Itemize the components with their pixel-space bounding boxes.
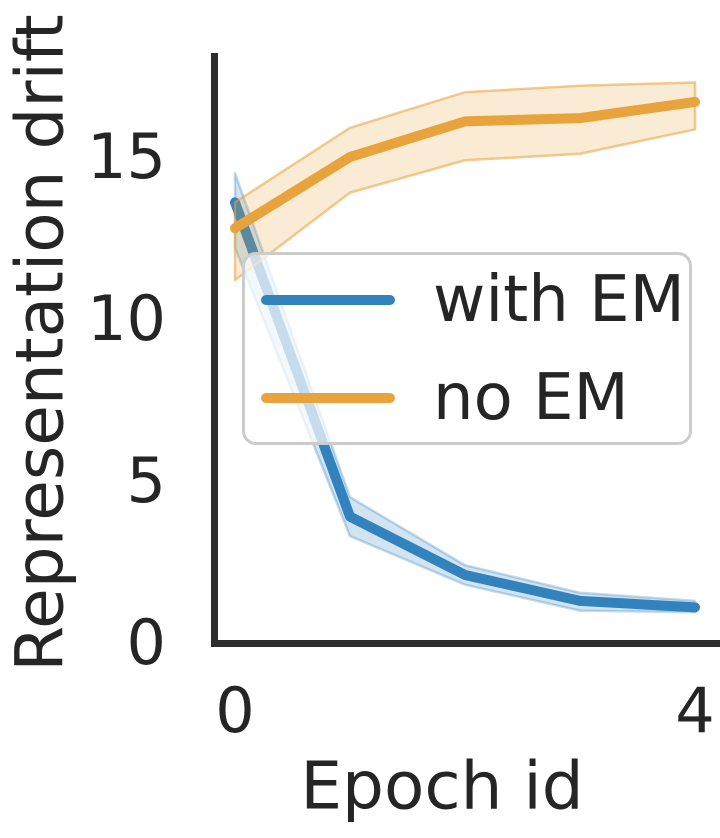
y-tick-label-15: 15 <box>87 120 166 193</box>
legend-line-sample-no-em <box>261 392 395 403</box>
legend-label-no-em: no EM <box>433 360 629 435</box>
legend: with EM no EM <box>242 252 692 445</box>
x-axis-label: Epoch id <box>300 747 584 825</box>
legend-label-with-em: with EM <box>433 262 685 337</box>
confidence-band-no-em <box>233 81 697 282</box>
legend-entry-no-em: no EM <box>261 366 689 430</box>
x-tick-label-0: 0 <box>215 674 255 747</box>
y-tick-label-5: 5 <box>126 444 166 517</box>
legend-line-sample-with-em <box>261 294 395 305</box>
x-tick-label-4: 4 <box>675 674 715 747</box>
y-axis-label: Representation drift <box>1 14 79 672</box>
legend-entry-with-em: with EM <box>261 268 689 332</box>
y-tick-label-0: 0 <box>126 606 166 679</box>
y-tick-label-10: 10 <box>87 282 166 355</box>
line-no-em <box>230 96 700 234</box>
